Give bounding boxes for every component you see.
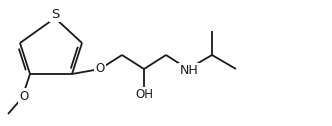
Text: OH: OH [135, 88, 153, 102]
Text: S: S [51, 8, 59, 21]
Text: NH: NH [180, 65, 199, 77]
Text: O: O [19, 89, 29, 102]
Text: O: O [95, 62, 105, 75]
